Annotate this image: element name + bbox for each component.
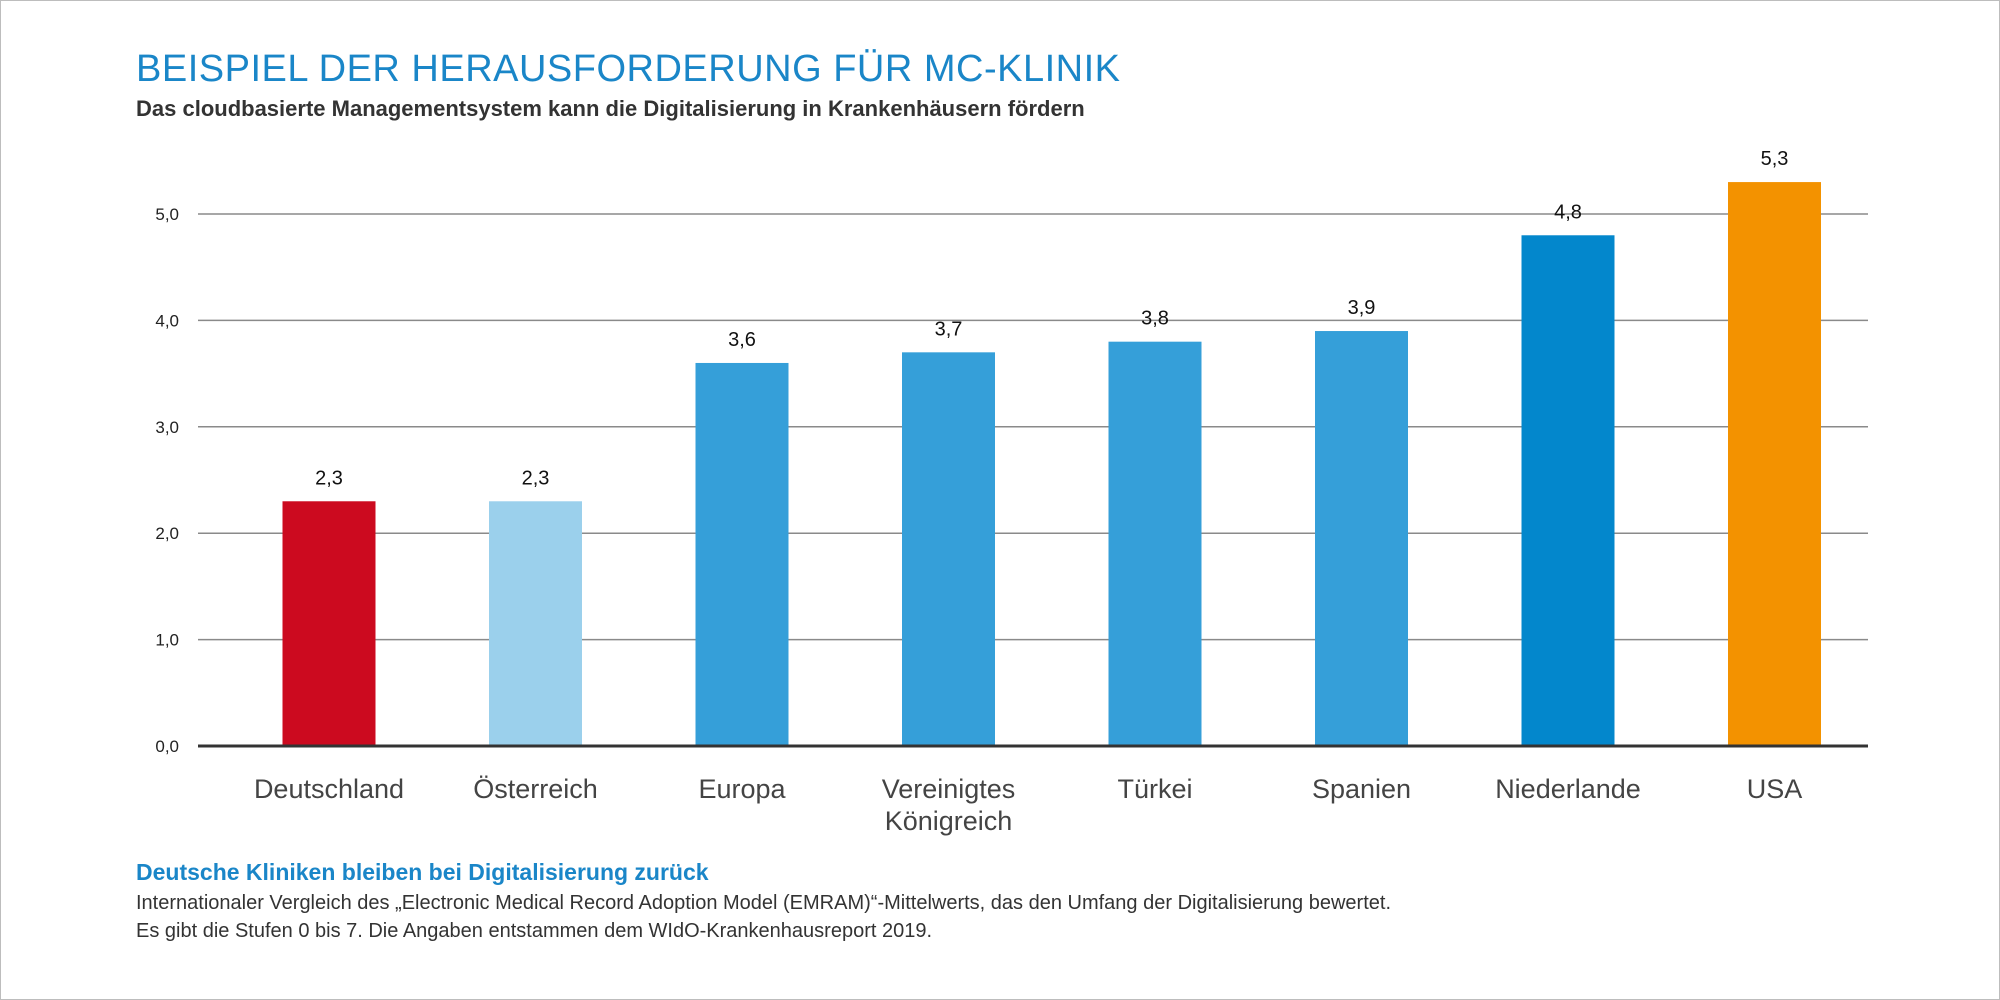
value-label: 2,3 [522,467,550,489]
y-tick-label: 3,0 [155,418,179,437]
category-label: Königreich [885,806,1013,836]
value-label: 3,9 [1348,297,1376,319]
category-label: Deutschland [254,774,404,804]
y-tick-label: 5,0 [155,205,179,224]
y-tick-label: 2,0 [155,524,179,543]
y-axis-tick-labels: 0,0 1,0 2,0 3,0 4,0 5,0 [155,205,179,756]
gridlines [198,213,1868,641]
bar [1521,235,1615,746]
value-label: 4,8 [1554,201,1582,223]
y-tick-label: 1,0 [155,631,179,650]
bar-chart: 0,0 1,0 2,0 3,0 4,0 5,0 2,3 2,3 3,6 3,7 3,8 3,9 4,8… [155,148,1868,836]
category-label: Spanien [1312,774,1411,804]
category-labels: Deutschland Österreich Europa VereinigtesKö… [254,774,1802,836]
value-label: 3,6 [728,329,756,351]
bars [282,182,1821,746]
category-label: Türkei [1117,774,1192,804]
category-label: Österreich [473,774,598,804]
value-label: 3,7 [935,318,963,340]
category-label: USA [1747,774,1803,804]
value-label: 5,3 [1761,148,1789,170]
bar [1728,182,1821,746]
bar [1108,341,1202,746]
chart-title: BEISPIEL DER HERAUSFORDERUNG FÜR MC-KLIN… [136,48,1121,90]
bar [1315,331,1408,746]
value-labels: 2,3 2,3 3,6 3,7 3,8 3,9 4,8 5,3 [315,148,1788,489]
bar [695,362,789,746]
y-tick-label: 0,0 [155,737,179,756]
footer-title: Deutsche Kliniken bleiben bei Digitalisi… [136,859,709,885]
y-tick-label: 4,0 [155,311,179,330]
footer-description-line-1: Internationaler Vergleich des „Electroni… [136,892,1391,914]
category-label: Niederlande [1495,774,1641,804]
value-label: 2,3 [315,467,343,489]
bar [902,352,995,746]
chart-subtitle: Das cloudbasierte Managementsystem kann … [136,96,1085,121]
value-label: 3,8 [1141,308,1169,330]
footer-description-line-2: Es gibt die Stufen 0 bis 7. Die Angaben … [136,920,933,942]
category-label: Vereinigtes [882,774,1016,804]
bar [282,501,376,746]
bar [489,501,582,746]
category-label: Europa [698,774,786,804]
